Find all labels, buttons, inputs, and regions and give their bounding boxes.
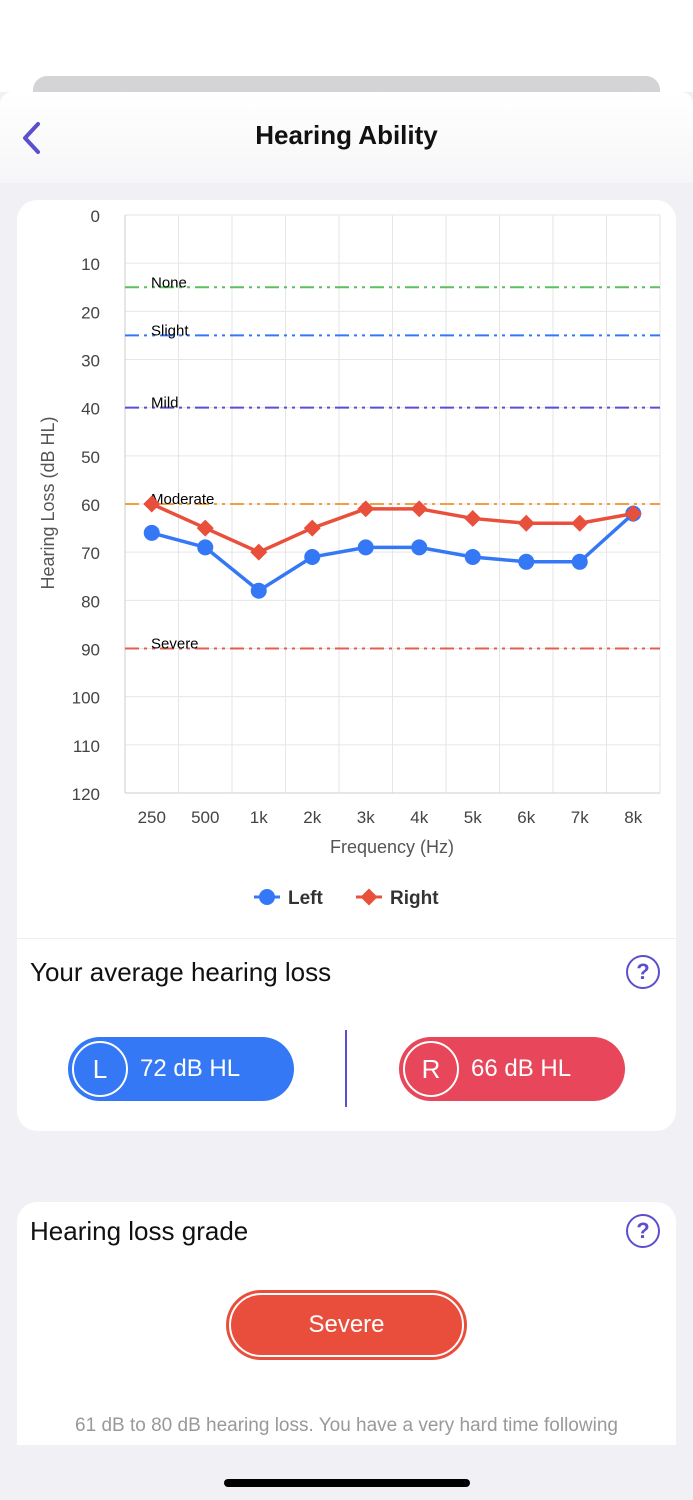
bottom-area [0,1445,693,1500]
left-average-pill: L 72 dB HL [68,1037,294,1101]
y-tick-label: 110 [73,737,100,756]
y-tick-label: 80 [81,592,100,611]
nav-header [0,92,693,183]
x-tick-label: 3k [357,808,375,827]
data-point-right [464,509,482,527]
y-tick-label: 120 [72,785,100,804]
data-point-right [250,543,268,561]
y-tick-label: 0 [91,207,100,226]
legend-label: Left [288,888,324,909]
data-point-right [410,500,428,518]
reference-label: Mild [151,395,179,412]
data-point-right [357,500,375,518]
right-average-pill: R 66 dB HL [399,1037,625,1101]
data-point-right [303,519,321,537]
divider [345,1030,347,1107]
x-tick-label: 1k [250,808,268,827]
data-point-right [143,495,161,513]
y-tick-label: 70 [81,544,100,563]
data-point-left [518,553,535,570]
data-point-right [571,514,589,532]
legend-marker-left [259,889,275,905]
y-tick-label: 60 [81,496,100,515]
right-average-value: 66 dB HL [471,1055,572,1082]
x-tick-label: 5k [464,808,482,827]
grade-value: Severe [229,1293,464,1357]
x-tick-label: 2k [303,808,321,827]
help-icon[interactable]: ? [626,1214,660,1248]
data-point-left [357,539,374,556]
audiogram-card [17,200,676,1131]
left-ear-badge: L [72,1041,128,1097]
x-tick-label: 7k [571,808,589,827]
y-tick-label: 10 [81,255,100,274]
average-title: Your average hearing loss [30,957,332,987]
y-tick-label: 40 [81,400,100,419]
data-point-right [196,519,214,537]
grade-description: 61 dB to 80 dB hearing loss. You have a … [75,1415,618,1436]
legend-label: Right [390,888,439,909]
x-tick-label: 8k [624,808,642,827]
home-indicator[interactable] [224,1479,470,1487]
grade-badge[interactable]: Severe [226,1290,467,1360]
x-tick-label: 250 [138,808,166,827]
x-tick-label: 6k [517,808,535,827]
data-point-right [517,514,535,532]
y-tick-label: 90 [81,641,100,660]
data-point-left [197,539,214,556]
x-tick-label: 500 [191,808,219,827]
audiogram-chart: 0 10 20 30 40 50 60 70 80 90 100 110 120 250 500 1k 2k 3k… [38,207,661,909]
y-tick-label: 30 [81,352,100,371]
reference-label: Slight [151,322,189,339]
x-tick-label: 4k [410,808,428,827]
chevron-left-icon[interactable] [18,120,46,156]
page-title: Hearing Ability [255,120,438,150]
grade-title: Hearing loss grade [30,1216,249,1246]
data-point-left [411,539,428,556]
data-point-left [571,553,588,570]
data-point-left [250,582,267,599]
y-tick-label: 20 [81,303,100,322]
left-average-value: 72 dB HL [140,1055,241,1082]
data-point-left [143,524,160,541]
series-line-left [151,512,635,593]
help-icon[interactable]: ? [626,955,660,989]
y-tick-label: 100 [72,689,100,708]
series-line-right [151,502,634,555]
y-tick-label: 50 [81,448,100,467]
divider [17,938,676,939]
data-point-left [464,548,481,565]
x-axis-title: Frequency (Hz) [330,837,454,857]
data-point-left [304,548,321,565]
reference-label: None [151,274,187,291]
legend-marker-right [360,888,378,906]
reference-label: Severe [151,636,199,653]
right-ear-badge: R [403,1041,459,1097]
y-axis-title: Hearing Loss (dB HL) [38,416,58,589]
reference-label: Moderate [151,491,214,508]
